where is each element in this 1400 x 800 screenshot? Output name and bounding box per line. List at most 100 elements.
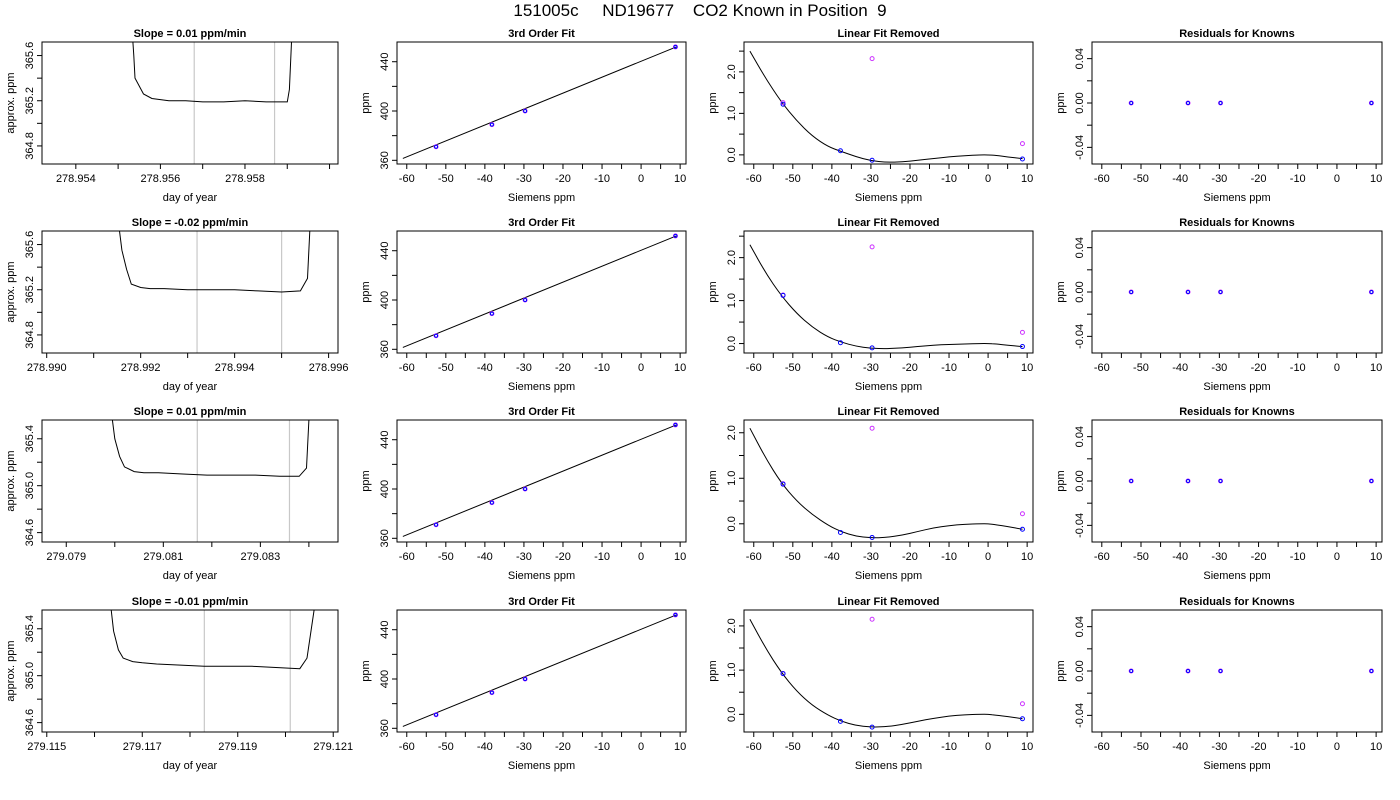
x-tick-label: -30 (863, 362, 879, 374)
chart-title: Linear Fit Removed (837, 406, 939, 418)
x-tick-label: 0 (1334, 173, 1340, 185)
y-tick-label: 0.00 (1074, 92, 1086, 113)
y-tick-label: 360 (379, 529, 391, 547)
removed-point (1019, 329, 1025, 335)
x-tick-label: -10 (594, 741, 610, 753)
fit-line (402, 46, 677, 159)
chart-panel: Slope = 0.01 ppm/min 278.954 278.956 278.95… (5, 28, 339, 204)
x-tick-label: 0 (1334, 551, 1340, 563)
x-tick-label: 10 (674, 173, 686, 185)
x-tick-label: -40 (1172, 551, 1188, 563)
y-tick-label: 0.0 (726, 147, 738, 162)
y-tick-label: 1.0 (726, 662, 738, 677)
x-tick-label: -40 (824, 741, 840, 753)
fit-line (402, 614, 677, 727)
data-point (1218, 290, 1223, 294)
y-tick-label: 2.0 (726, 425, 738, 440)
x-tick-label: -20 (902, 173, 918, 185)
data-point (1218, 479, 1223, 483)
x-tick-label: -40 (1172, 741, 1188, 753)
x-tick-label: 278.956 (141, 173, 181, 185)
x-tick-label: -10 (1290, 173, 1306, 185)
y-tick-label: -0.04 (1074, 324, 1086, 349)
data-point (523, 298, 528, 303)
x-tick-label: -40 (477, 362, 493, 374)
x-tick-label: -60 (1094, 362, 1110, 374)
y-tick-label: 400 (379, 670, 391, 688)
x-tick-label: -20 (902, 741, 918, 753)
known-point (1019, 156, 1025, 162)
x-axis-label: Siemens ppm (855, 760, 922, 772)
x-tick-label: 0 (985, 741, 991, 753)
x-tick-label: -20 (1251, 741, 1267, 753)
y-tick-label: 365.0 (24, 662, 36, 690)
x-tick-label: -10 (594, 173, 610, 185)
x-tick-label: -60 (746, 362, 762, 374)
x-tick-label: -30 (863, 173, 879, 185)
data-point (1369, 479, 1374, 483)
x-tick-label: -50 (438, 551, 454, 563)
data-point (523, 109, 528, 114)
plot-area (132, 42, 292, 164)
x-tick-label: 279.083 (240, 551, 280, 563)
x-tick-label: -50 (785, 173, 801, 185)
y-axis-label: ppm (1055, 281, 1067, 302)
x-tick-label: 10 (1370, 551, 1382, 563)
y-tick-label: 0.04 (1074, 426, 1086, 447)
x-axis-label: Siemens ppm (508, 570, 575, 582)
data-point (1186, 101, 1191, 105)
x-tick-label: -10 (941, 551, 957, 563)
data-point (1369, 669, 1374, 673)
y-axis-label: ppm (1055, 660, 1067, 681)
x-tick-label: 278.954 (56, 173, 96, 185)
chart-panel: Linear Fit Removed -60 -50 -40 -30 -20 -10 0 10 S… (707, 596, 1034, 772)
data-point (1369, 101, 1374, 105)
known-point (1019, 716, 1025, 722)
y-tick-label: 440 (379, 242, 391, 260)
data-point (1369, 290, 1374, 294)
x-tick-label: -30 (516, 173, 532, 185)
y-tick-label: 0.04 (1074, 616, 1086, 637)
chart-panel: Linear Fit Removed -60 -50 -40 -30 -20 -10 0 10 S… (707, 217, 1034, 393)
y-tick-label: 0.0 (726, 516, 738, 531)
y-axis-label: ppm (360, 281, 372, 302)
x-tick-label: -30 (863, 741, 879, 753)
fit-line (402, 235, 677, 348)
chart-panel: 3rd Order Fit -60 -50 -40 -30 -20 -10 0 10 Siemen… (360, 596, 687, 772)
plot-frame (1091, 230, 1383, 354)
x-axis-label: Siemens ppm (508, 192, 575, 204)
y-tick-label: 365.2 (24, 276, 36, 304)
x-tick-label: -60 (399, 551, 415, 563)
y-tick-label: 440 (379, 53, 391, 71)
x-tick-label: 278.958 (225, 173, 265, 185)
y-axis-label: approx. ppm (5, 640, 17, 701)
y-tick-label: 364.8 (24, 321, 36, 349)
x-tick-label: -20 (555, 741, 571, 753)
data-point (489, 500, 494, 505)
x-tick-label: -60 (746, 741, 762, 753)
y-axis-label: ppm (360, 92, 372, 113)
x-tick-label: -10 (941, 741, 957, 753)
known-point (780, 101, 786, 107)
x-tick-label: -20 (902, 362, 918, 374)
y-tick-label: 364.6 (24, 709, 36, 737)
y-tick-label: 0.00 (1074, 470, 1086, 491)
plot-area (749, 50, 1023, 163)
known-point (869, 157, 875, 163)
y-tick-label: -0.04 (1074, 135, 1086, 160)
data-point (434, 712, 439, 717)
x-tick-label: 10 (1021, 741, 1033, 753)
plot-frame (743, 609, 1034, 733)
x-tick-label: 279.121 (313, 741, 353, 753)
x-tick-label: -50 (1133, 741, 1149, 753)
removed-point (1019, 141, 1025, 147)
chart-panel: Slope = -0.02 ppm/min 278.990 278.992 278.9… (5, 217, 348, 393)
x-tick-label: -10 (594, 362, 610, 374)
y-axis-label: ppm (707, 470, 719, 491)
y-tick-label: 365.6 (24, 231, 36, 259)
removed-point (869, 56, 875, 62)
plot-frame (396, 609, 687, 733)
x-tick-label: -50 (1133, 173, 1149, 185)
x-tick-label: 278.994 (215, 362, 255, 374)
x-axis-label: Siemens ppm (855, 381, 922, 393)
